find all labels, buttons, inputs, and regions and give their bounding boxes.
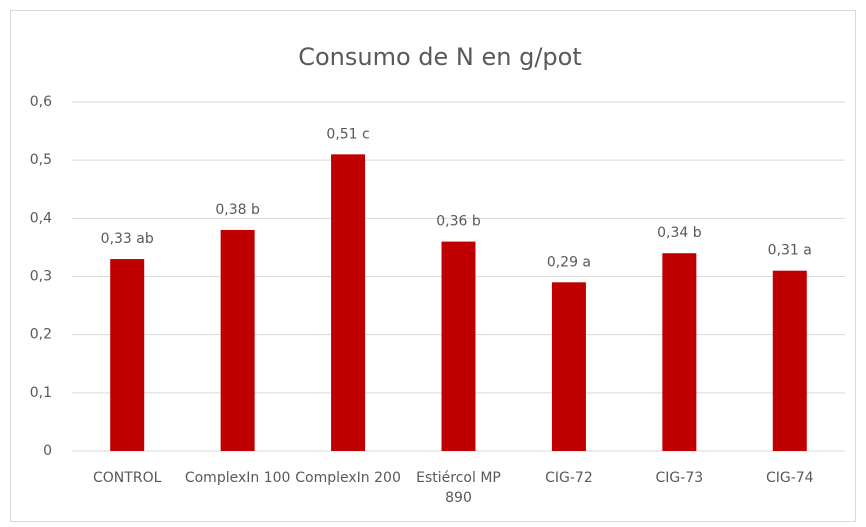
chart-border — [10, 10, 856, 522]
x-tick-label: CIG-73 — [655, 470, 704, 486]
data-label: 0,36 b — [436, 214, 481, 230]
bar — [662, 253, 697, 451]
data-label: 0,31 a — [768, 243, 812, 259]
data-label: 0,29 a — [547, 254, 591, 270]
bar — [331, 154, 366, 451]
data-label: 0,34 b — [657, 225, 702, 241]
bar — [110, 259, 145, 451]
data-label: 0,33 ab — [101, 231, 154, 247]
y-tick-label: 0,2 — [30, 327, 52, 343]
x-tick-label: Estiércol MP 890 — [416, 470, 501, 506]
chart-title: Consumo de N en g/pot — [298, 43, 582, 71]
x-tick-label: CONTROL — [93, 470, 162, 486]
y-tick-label: 0,6 — [30, 94, 52, 110]
x-tick-label: CIG-72 — [545, 470, 593, 486]
y-tick-label: 0,4 — [30, 210, 52, 226]
bar — [551, 282, 586, 451]
x-tick-label: ComplexIn 100 — [184, 470, 291, 486]
data-label: 0,51 c — [326, 126, 369, 142]
y-tick-label: 0,3 — [30, 269, 52, 285]
bar — [772, 270, 807, 451]
bar — [220, 229, 255, 451]
bar — [441, 241, 476, 451]
x-tick-label: CIG-74 — [765, 470, 814, 486]
x-tick-label: ComplexIn 200 — [295, 470, 401, 486]
y-tick-label: 0 — [43, 443, 52, 459]
y-tick-label: 0,5 — [30, 152, 52, 168]
y-tick-label: 0,1 — [30, 385, 52, 401]
data-label: 0,38 b — [215, 202, 260, 218]
